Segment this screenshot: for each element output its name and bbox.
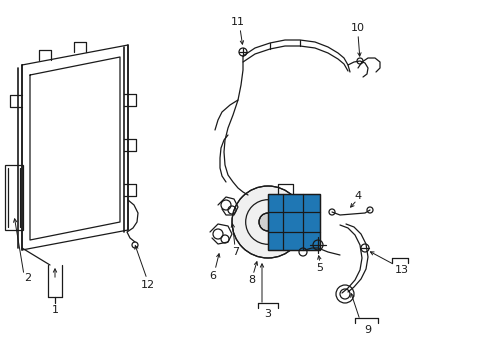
- Text: 11: 11: [230, 17, 244, 27]
- Text: 2: 2: [24, 273, 32, 283]
- Bar: [267, 194, 319, 250]
- Text: 1: 1: [51, 305, 59, 315]
- Bar: [5, 165, 23, 230]
- Text: 7: 7: [232, 247, 239, 257]
- Circle shape: [231, 186, 304, 258]
- Text: 13: 13: [394, 265, 408, 275]
- Text: 3: 3: [264, 309, 271, 319]
- Text: 10: 10: [350, 23, 364, 33]
- Text: 6: 6: [209, 271, 216, 281]
- Text: 9: 9: [364, 325, 371, 335]
- Text: 12: 12: [141, 280, 155, 290]
- Text: 8: 8: [248, 275, 255, 285]
- Text: 4: 4: [354, 191, 361, 201]
- Text: 5: 5: [316, 263, 323, 273]
- Circle shape: [259, 213, 276, 231]
- Bar: [267, 194, 319, 250]
